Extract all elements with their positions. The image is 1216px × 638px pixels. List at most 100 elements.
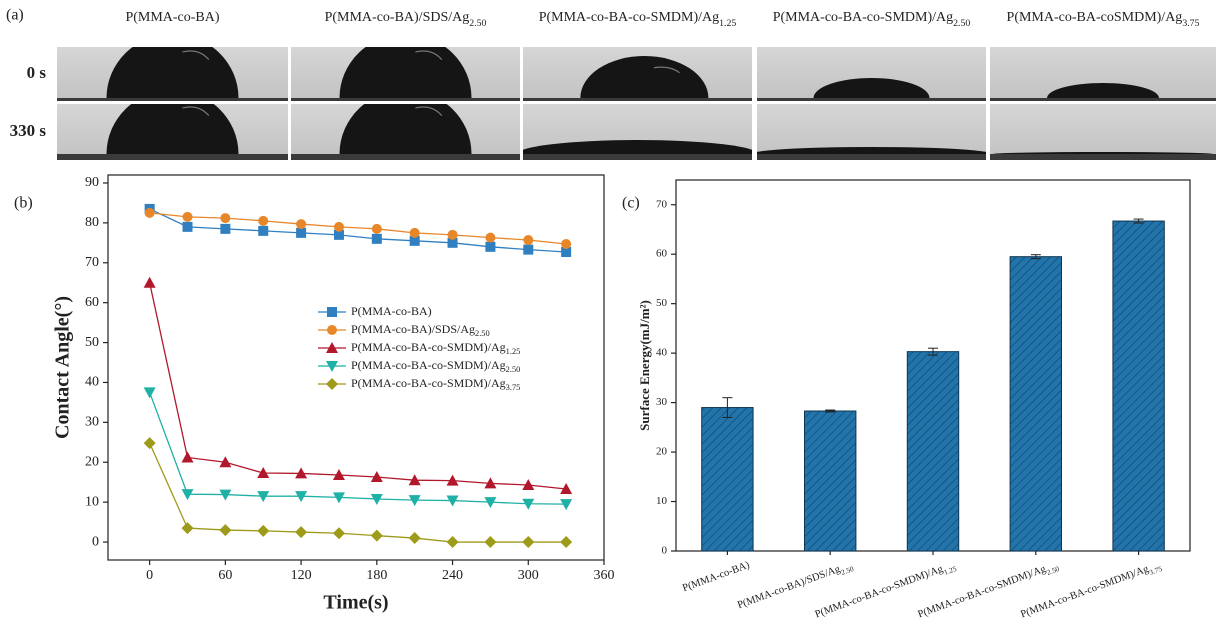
- x-tick-label: P(MMA-co-BA): [681, 560, 752, 595]
- photo: [990, 47, 1216, 101]
- error-bar: [825, 409, 836, 413]
- label-subscript: 3.75: [1148, 564, 1163, 577]
- y-tick-label: 70: [656, 198, 668, 210]
- bar: [1112, 220, 1165, 552]
- marker: [446, 536, 459, 549]
- y-tick-label: 70: [85, 255, 99, 270]
- label-subscript: 1.25: [719, 18, 736, 29]
- x-tick-label: 180: [366, 568, 387, 583]
- legend-label: P(MMA-co-BA-co-SMDM)/Ag1.25: [351, 340, 520, 357]
- column-title: P(MMA-co-BA-co-SMDM)/Ag2.50: [773, 10, 971, 29]
- label-subscript: 2.50: [840, 564, 855, 577]
- y-tick-label: 10: [656, 495, 668, 507]
- label-base: P(MMA-co-BA)/SDS/Ag: [351, 322, 475, 336]
- photo-background: [990, 104, 1216, 160]
- error-bar: [1133, 218, 1144, 224]
- x-tick-label: 60: [218, 568, 232, 583]
- x-tick-label: 0: [146, 568, 153, 583]
- x-tick-label: 300: [518, 568, 539, 583]
- marker: [182, 211, 193, 222]
- label-subscript: 1.25: [943, 564, 958, 577]
- droplet-highlight: [415, 50, 443, 60]
- marker: [143, 437, 156, 450]
- label-base: P(MMA-co-BA-co-SMDM)/Ag: [773, 10, 953, 25]
- series-line: [149, 282, 567, 490]
- marker: [484, 497, 497, 509]
- label-base: P(MMA-co-BA-co-SMDM)/Ag: [351, 358, 506, 372]
- label-base: P(MMA-co-BA)/SDS/Ag: [736, 564, 842, 612]
- legend-marker: [326, 378, 338, 390]
- droplet: [993, 152, 1213, 154]
- bar: [906, 351, 960, 552]
- photo: [57, 104, 288, 160]
- series-line: [149, 442, 567, 543]
- substrate: [523, 154, 752, 160]
- panel-label: (b): [14, 195, 33, 212]
- series-line: [149, 392, 567, 505]
- bar: [1009, 256, 1062, 552]
- error-bar: [1030, 254, 1041, 260]
- marker: [370, 493, 383, 505]
- legend-marker: [327, 307, 337, 317]
- marker: [295, 526, 308, 539]
- droplet: [106, 47, 239, 98]
- marker: [332, 469, 345, 481]
- droplet: [813, 78, 930, 98]
- y-tick-label: 30: [85, 415, 99, 430]
- marker: [332, 527, 345, 540]
- label-subscript: 3.75: [1182, 18, 1199, 29]
- photo: [523, 47, 752, 101]
- y-tick-label: 50: [656, 297, 668, 309]
- y-tick-label: 10: [85, 494, 99, 509]
- marker: [484, 477, 497, 489]
- substrate: [990, 98, 1216, 101]
- y-tick-label: 90: [85, 175, 99, 190]
- y-tick-label: 60: [656, 248, 668, 260]
- y-tick-label: 80: [85, 215, 99, 230]
- droplet-highlight: [415, 106, 443, 116]
- legend-label: P(MMA-co-BA-co-SMDM)/Ag2.50: [351, 358, 520, 375]
- marker: [219, 489, 232, 501]
- substrate: [57, 154, 288, 160]
- y-tick-label: 40: [656, 347, 668, 359]
- y-tick-label: 40: [85, 375, 99, 390]
- substrate: [57, 98, 288, 101]
- droplet-highlight: [653, 66, 680, 74]
- marker: [446, 474, 459, 486]
- legend-marker: [327, 325, 337, 335]
- marker: [296, 227, 307, 238]
- column-title: P(MMA-co-BA-co-SMDM)/Ag1.25: [539, 10, 737, 29]
- error-bar: [928, 347, 938, 356]
- label-subscript: 2.50: [469, 18, 486, 29]
- marker: [561, 239, 572, 250]
- marker: [560, 499, 573, 511]
- marker: [522, 536, 535, 549]
- marker: [370, 471, 383, 483]
- legend-label: P(MMA-co-BA)/SDS/Ag2.50: [351, 322, 490, 339]
- marker: [485, 232, 496, 243]
- bar: [701, 407, 754, 552]
- marker: [408, 474, 421, 486]
- marker: [522, 498, 535, 510]
- y-axis-label: Surface Energy(mJ/m²): [637, 300, 652, 431]
- error-bar: [722, 397, 733, 418]
- substrate: [990, 154, 1216, 160]
- label-base: P(MMA-co-BA-coSMDM)/Ag: [1007, 10, 1183, 25]
- y-tick-label: 30: [656, 396, 668, 408]
- substrate: [757, 98, 986, 101]
- y-tick-label: 60: [85, 295, 99, 310]
- marker: [295, 491, 308, 503]
- marker: [409, 235, 420, 246]
- droplet: [523, 140, 752, 154]
- label-base: P(MMA-co-BA-co-SMDM)/Ag: [351, 376, 506, 390]
- droplet-highlight: [182, 50, 210, 60]
- marker: [523, 235, 534, 246]
- droplet: [580, 56, 709, 98]
- marker: [371, 233, 382, 244]
- row-label: 0 s: [27, 63, 47, 82]
- y-tick-label: 20: [656, 446, 668, 458]
- marker: [295, 467, 308, 479]
- label-base: P(MMA-co-BA-co-SMDM)/Ag: [351, 340, 506, 354]
- droplet: [1047, 83, 1159, 98]
